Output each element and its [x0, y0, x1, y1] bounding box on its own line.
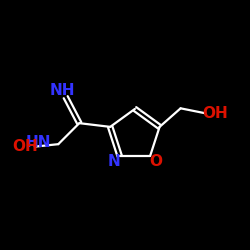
Text: N: N — [108, 154, 120, 169]
Text: NH: NH — [49, 83, 75, 98]
Text: O: O — [149, 154, 162, 169]
Text: OH: OH — [202, 106, 228, 121]
Text: HN: HN — [26, 136, 51, 150]
Text: OH: OH — [12, 139, 38, 154]
